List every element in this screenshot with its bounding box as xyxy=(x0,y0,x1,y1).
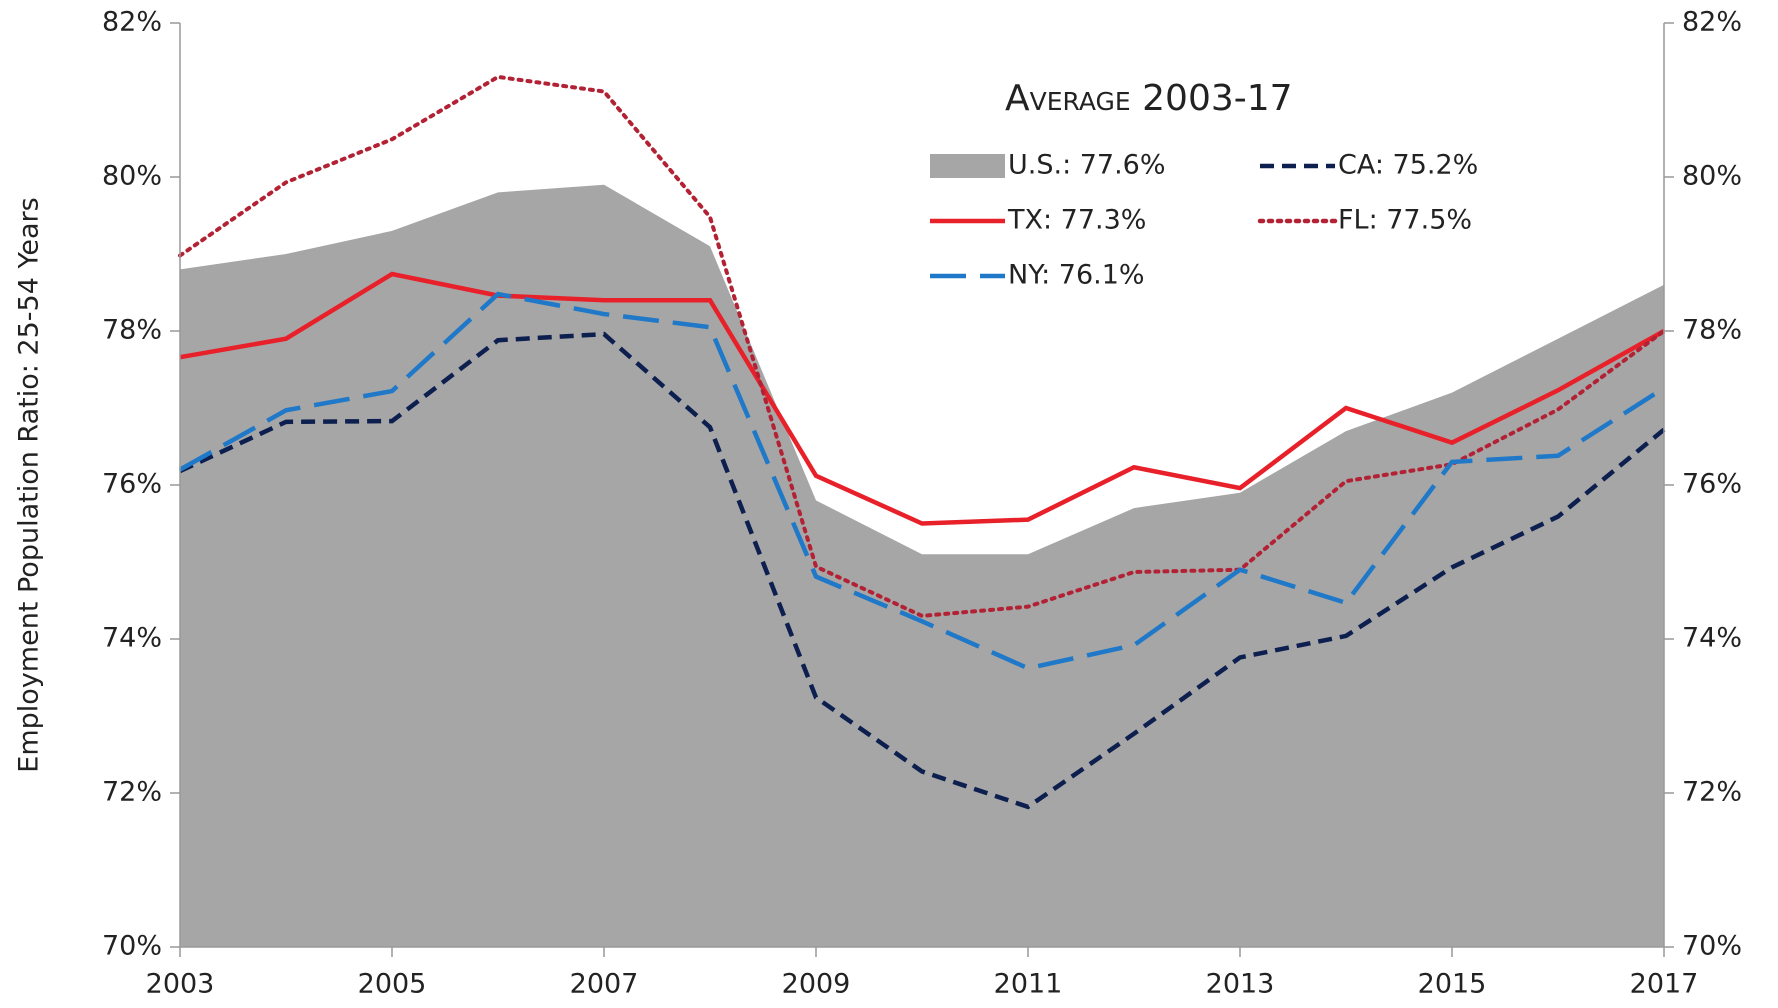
x-tick-label: 2017 xyxy=(1630,969,1699,1000)
y-tick-label: 78% xyxy=(102,315,162,346)
legend-swatch xyxy=(930,154,1005,178)
y-tick-label: 74% xyxy=(102,623,162,654)
y2-tick-label: 78% xyxy=(1682,315,1742,346)
y2-tick-label: 72% xyxy=(1682,777,1742,808)
y-tick-label: 76% xyxy=(102,469,162,500)
legend-label: NY: 76.1% xyxy=(1008,260,1145,291)
line xyxy=(178,74,1666,618)
y2-tick-label: 74% xyxy=(1682,623,1742,654)
y-axis-label: Employment Population Ratio: 25-54 Years xyxy=(14,197,45,772)
line xyxy=(179,331,1666,810)
x-tick-label: 2005 xyxy=(358,969,427,1000)
legend-label: TX: 77.3% xyxy=(1007,205,1146,236)
x-tick-label: 2009 xyxy=(782,969,851,1000)
y2-tick-label: 70% xyxy=(1682,931,1742,962)
legend-label: CA: 75.2% xyxy=(1338,150,1478,181)
legend-title: Average 2003-17 xyxy=(1005,78,1293,119)
x-tick-label: 2007 xyxy=(570,969,639,1000)
line xyxy=(178,291,1666,671)
y-tick-label: 82% xyxy=(102,7,162,38)
legend-label: U.S.: 77.6% xyxy=(1008,150,1166,181)
y-tick-label: 80% xyxy=(102,161,162,192)
legend-label: FL: 77.5% xyxy=(1338,205,1472,236)
line xyxy=(179,271,1666,526)
x-tick-label: 2011 xyxy=(994,969,1063,1000)
y-tick-label: 72% xyxy=(102,777,162,808)
x-tick-label: 2003 xyxy=(146,969,215,1000)
x-tick-label: 2013 xyxy=(1206,969,1275,1000)
y2-tick-label: 76% xyxy=(1682,469,1742,500)
area xyxy=(180,184,1664,947)
y-tick-label: 70% xyxy=(102,931,162,962)
y2-tick-label: 82% xyxy=(1682,7,1742,38)
x-tick-label: 2015 xyxy=(1418,969,1487,1000)
y2-tick-label: 80% xyxy=(1682,161,1742,192)
